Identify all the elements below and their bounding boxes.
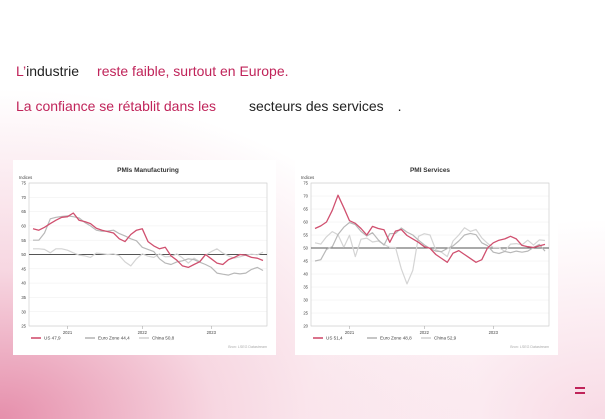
- chart2-y-tick-label: 55: [303, 233, 308, 238]
- chart1-series-line-us: [32, 212, 264, 269]
- chart1-y-tick-label: 55: [21, 238, 26, 243]
- chart2-source-note: Bron: LSEG Datastream: [510, 345, 549, 349]
- chart1-y-tick-label: 70: [21, 195, 26, 200]
- chart1-y-tick-label: 60: [21, 224, 26, 229]
- chart1-y-tick-label: 45: [21, 266, 26, 271]
- chart1-source-note: Bron: LSEG Datastream: [228, 345, 267, 349]
- headline-prefix: L’: [16, 63, 27, 79]
- chart2-y-axis-label: Indices: [301, 175, 314, 180]
- pmi-services-chart: PMI Services Indices 20 25 30 35 40 45 50 55 60 65 7…: [301, 167, 550, 349]
- chart1-y-tick-label: 75: [21, 181, 26, 186]
- headline-services-phrase: secteurs des services: [249, 98, 384, 114]
- chart1-series-line-china: [33, 248, 264, 267]
- headline-line-2-start: La confiance se rétablit dans les: [16, 98, 217, 114]
- chart2-x-tick-label: 2021: [345, 330, 355, 335]
- chart1-x-tick-label: 2022: [138, 330, 148, 335]
- chart2-plot-frame: [310, 182, 550, 327]
- chart2-y-tick-label: 50: [303, 246, 308, 251]
- chart1-legend-label: Euro Zone 44,4: [98, 336, 130, 341]
- chart2-y-tick-label: 35: [303, 285, 308, 290]
- chart2-x-tick-label: 2022: [420, 330, 430, 335]
- chart-panel-services: PMI Services Indices 20 25 30 35 40 45 50 55 60 65 7…: [295, 160, 558, 355]
- chart1-y-tick-label: 40: [21, 281, 26, 286]
- chart1-y-axis-label: Indices: [19, 175, 32, 180]
- headline-line-2: La confiance se rétablit dans les secteur…: [16, 98, 402, 114]
- chart2-series-line-china: [314, 227, 546, 285]
- chart1-x-tick-label: 2021: [63, 330, 73, 335]
- headline-line-1: L’industrie reste faible, surtout en Euro…: [16, 63, 289, 79]
- chart2-legend-label: US 51,4: [326, 336, 343, 341]
- chart2-y-tick-label: 70: [303, 194, 308, 199]
- chart2-y-tick-label: 60: [303, 220, 308, 225]
- chart2-x-tick-label: 2023: [489, 330, 499, 335]
- chart2-series-line-us: [314, 194, 546, 263]
- chart1-x-tick-label: 2023: [207, 330, 217, 335]
- headline-industry-word: industrie: [26, 63, 80, 79]
- chart1-series-line-euro-zone: [33, 215, 264, 276]
- chart1-title: PMIs Manufacturing: [117, 167, 179, 174]
- chart2-y-tick-label: 25: [303, 311, 308, 316]
- headline-line-1-rest: reste faible, surtout en Europe.: [97, 63, 289, 79]
- chart1-y-tick-label: 65: [21, 209, 26, 214]
- chart1-y-tick-label: 25: [21, 324, 26, 329]
- chart2-legend-label: Euro Zone 48,8: [380, 336, 412, 341]
- menu-icon[interactable]: [575, 387, 585, 397]
- chart2-y-tick-label: 20: [303, 324, 308, 329]
- pmi-manufacturing-chart: PMIs Manufacturing Indices 25 30 35 40 45 50 55 6…: [19, 167, 268, 349]
- chart1-y-tick-label: 30: [21, 309, 26, 314]
- chart1-legend-label: China 50,8: [152, 336, 175, 341]
- chart2-y-tick-label: 65: [303, 207, 308, 212]
- chart2-title: PMI Services: [410, 167, 450, 174]
- chart1-y-tick-label: 50: [21, 252, 26, 257]
- chart2-series-line-euro-zone: [314, 221, 546, 262]
- chart2-y-tick-label: 75: [303, 181, 308, 186]
- chart2-legend-label: China 52,9: [434, 336, 457, 341]
- chart-panel-manufacturing: PMIs Manufacturing Indices 25 30 35 40 45 50 55 6…: [13, 160, 276, 355]
- chart1-y-tick-label: 35: [21, 295, 26, 300]
- chart2-y-tick-label: 30: [303, 298, 308, 303]
- chart1-legend-label: US 47,9: [44, 336, 61, 341]
- chart2-y-tick-label: 40: [303, 272, 308, 277]
- chart2-y-tick-label: 45: [303, 259, 308, 264]
- headline-period: .: [397, 98, 402, 114]
